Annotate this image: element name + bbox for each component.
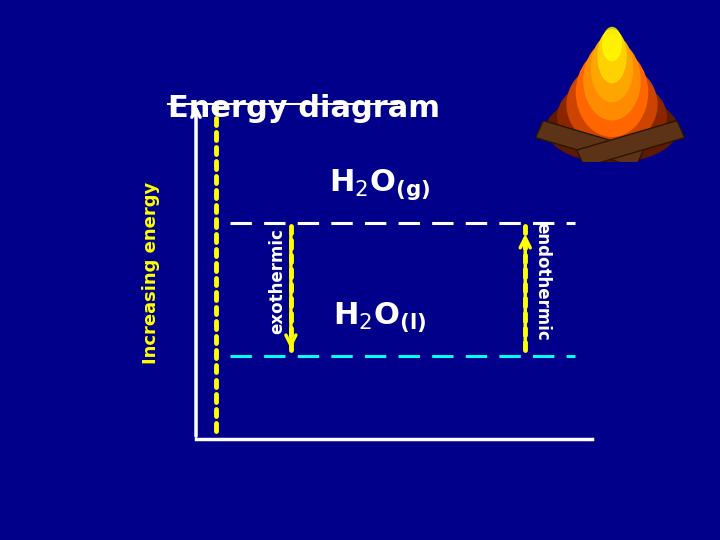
Text: exothermic: exothermic bbox=[268, 228, 286, 334]
Text: Energy diagram: Energy diagram bbox=[168, 94, 440, 123]
Ellipse shape bbox=[603, 28, 621, 60]
Ellipse shape bbox=[558, 79, 666, 154]
Text: H$_2$O$_{\mathregular{(g)}}$: H$_2$O$_{\mathregular{(g)}}$ bbox=[330, 167, 431, 202]
Ellipse shape bbox=[584, 41, 640, 120]
Text: Increasing energy: Increasing energy bbox=[143, 181, 161, 364]
Ellipse shape bbox=[577, 49, 647, 136]
Ellipse shape bbox=[546, 96, 678, 162]
Ellipse shape bbox=[598, 30, 626, 83]
Text: endothermic: endothermic bbox=[533, 221, 551, 340]
FancyBboxPatch shape bbox=[536, 121, 643, 167]
Text: H$_2$O$_{\mathregular{(l)}}$: H$_2$O$_{\mathregular{(l)}}$ bbox=[333, 301, 427, 335]
Ellipse shape bbox=[567, 63, 657, 146]
FancyBboxPatch shape bbox=[577, 121, 684, 167]
Ellipse shape bbox=[591, 35, 633, 102]
